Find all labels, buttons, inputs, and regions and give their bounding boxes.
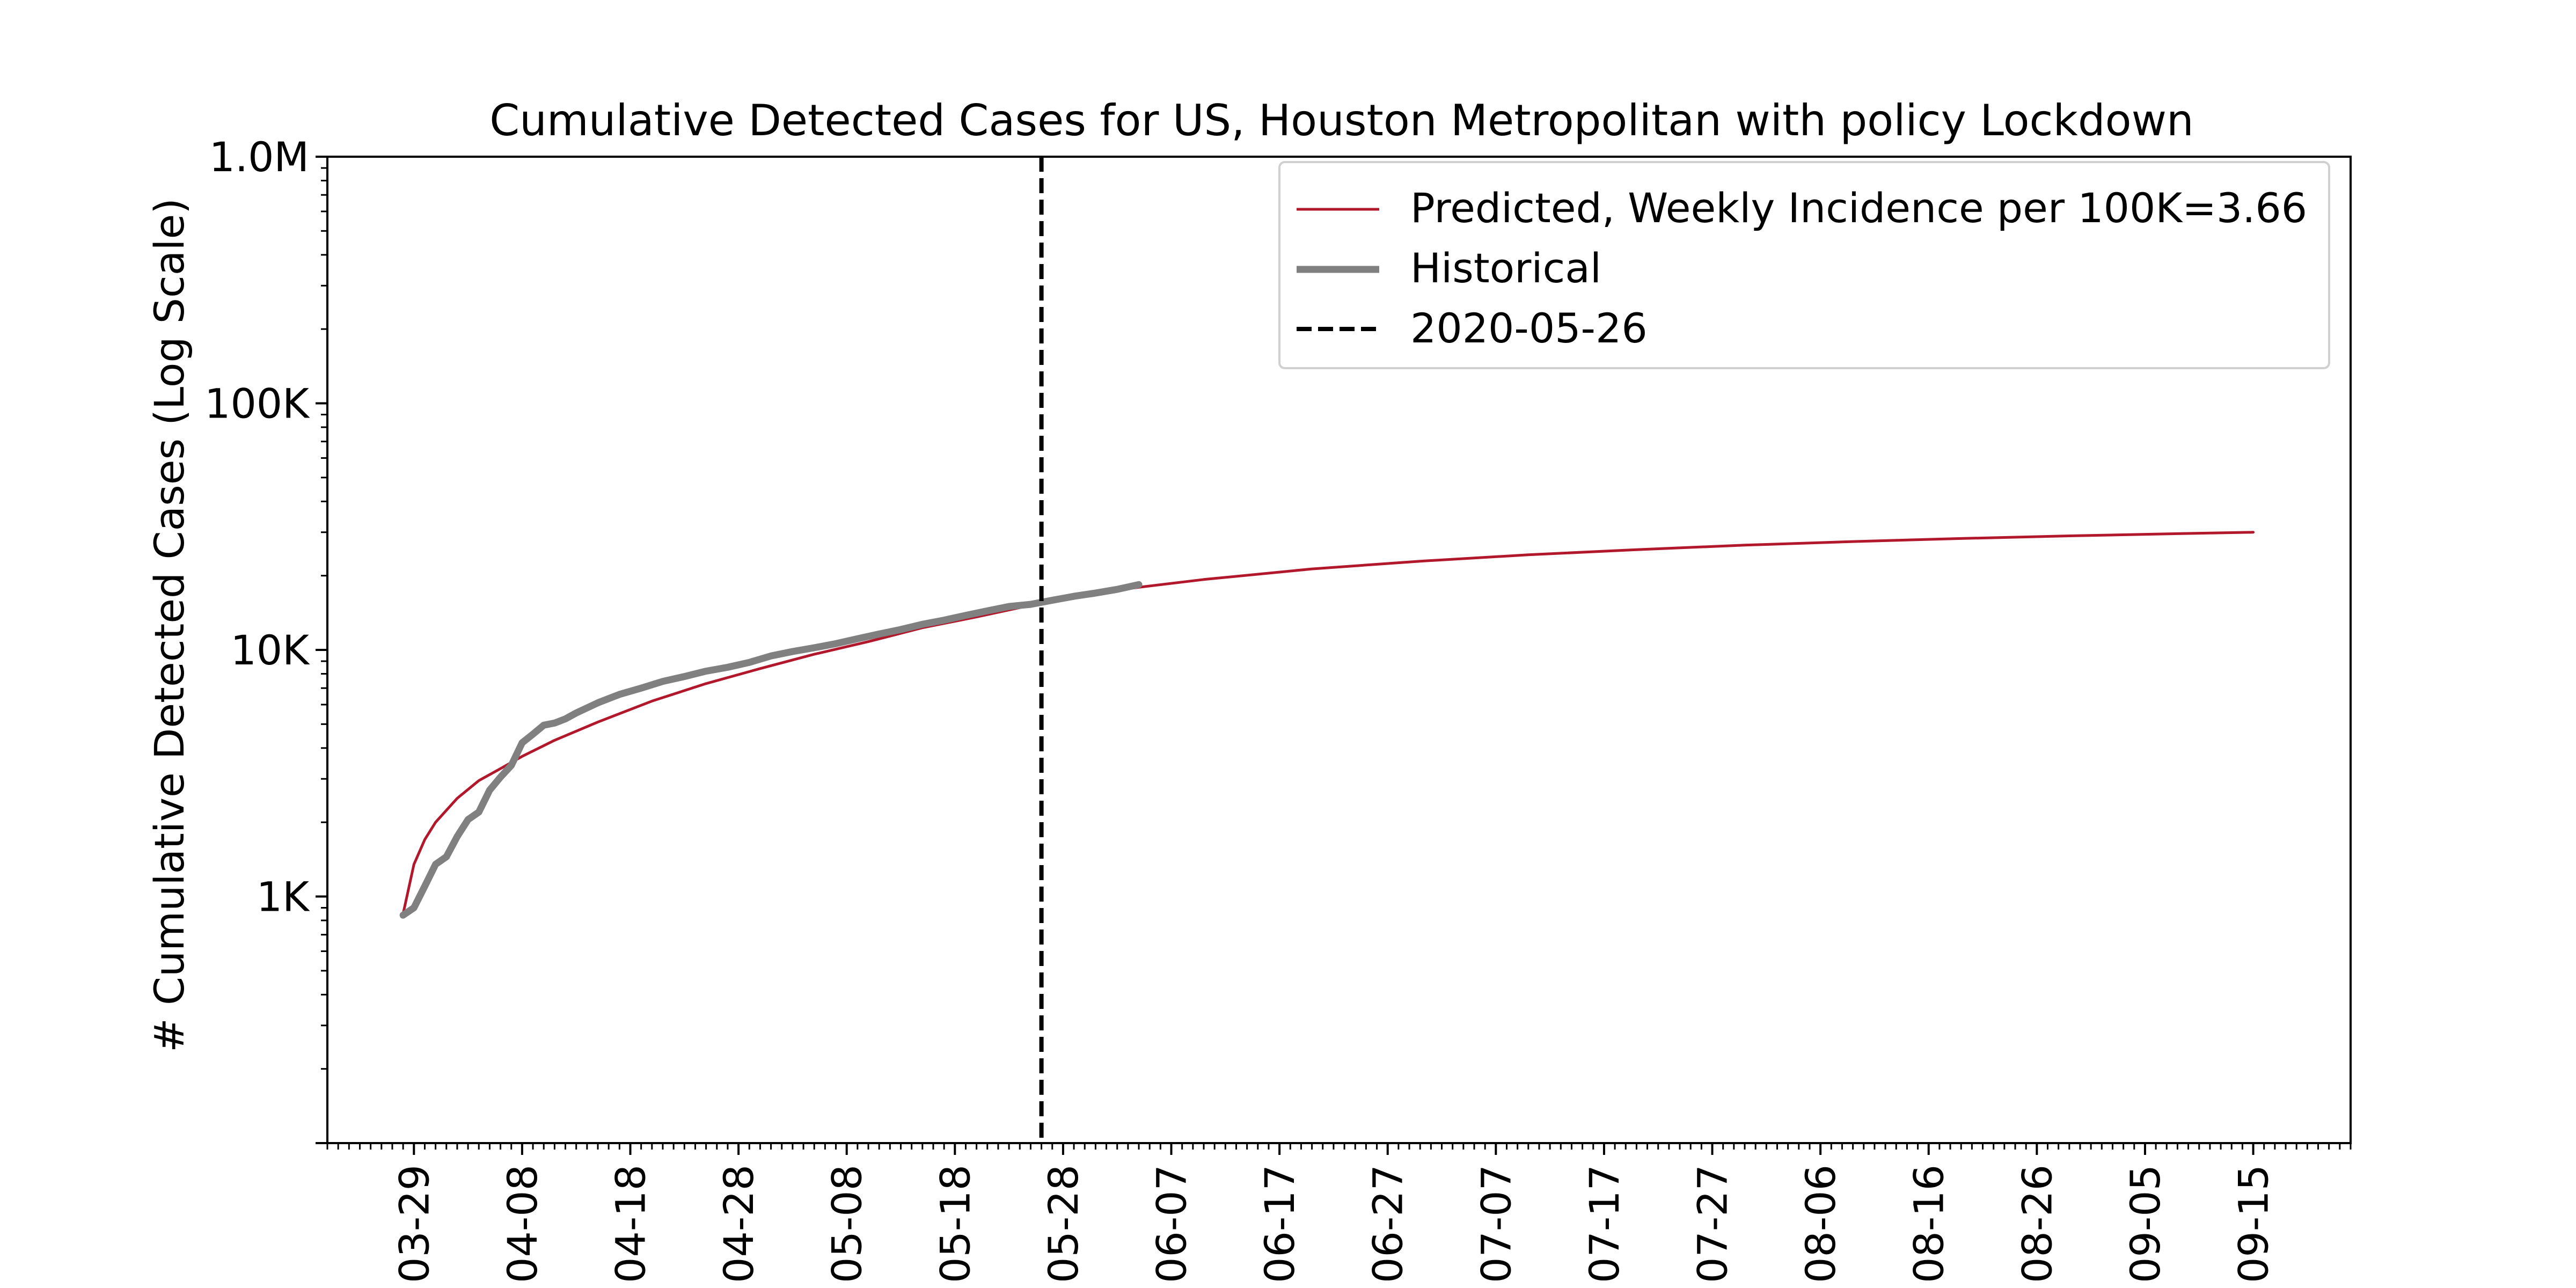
legend-label-vline: 2020-05-26 (1410, 304, 1648, 352)
x-tick-label: 09-15 (2230, 1165, 2278, 1283)
y-axis-label: # Cumulative Detected Cases (Log Scale) (145, 198, 193, 1052)
x-tick-label: 07-17 (1580, 1165, 1628, 1283)
series-line-historical (399, 581, 1143, 919)
y-tick-label: 100K (204, 380, 310, 428)
legend-label-predicted: Predicted, Weekly Incidence per 100K=3.6… (1410, 184, 2307, 232)
plot-area (399, 157, 2255, 1143)
legend: Predicted, Weekly Incidence per 100K=3.6… (1278, 161, 2330, 369)
x-tick-label: 05-28 (1040, 1165, 1087, 1283)
y-tick-label: 1.0M (209, 133, 309, 181)
x-tick-label: 05-08 (823, 1165, 871, 1283)
legend-box (1278, 161, 2330, 369)
y-tick-label: 1K (257, 873, 310, 921)
x-tick-label: 04-08 (499, 1165, 546, 1283)
chart-title: Cumulative Detected Cases for US, Housto… (489, 96, 2193, 145)
x-tick-label: 07-27 (1689, 1165, 1737, 1283)
x-tick-label: 08-16 (1905, 1165, 1953, 1283)
x-tick-label: 08-26 (2013, 1165, 2061, 1283)
axes: 1K 10K 100K 1.0M 03-29 04-08 04-18 04-28 05-08 05… (204, 133, 2352, 1283)
legend-label-historical: Historical (1410, 244, 1601, 292)
x-tick-label: 04-18 (607, 1165, 655, 1283)
x-tick-label: 06-07 (1148, 1165, 1196, 1283)
x-tick-label: 09-05 (2121, 1165, 2169, 1283)
x-tick-label: 03-29 (390, 1165, 438, 1283)
x-tick-label: 05-18 (931, 1165, 979, 1283)
y-tick-label: 10K (230, 626, 310, 674)
series-line-predicted (401, 531, 2255, 916)
x-tick-label: 06-17 (1256, 1165, 1304, 1283)
x-tick-label: 07-07 (1472, 1165, 1520, 1283)
x-tick-label: 06-27 (1364, 1165, 1412, 1283)
x-tick-label: 08-06 (1797, 1165, 1845, 1283)
x-tick-label: 04-28 (715, 1165, 763, 1283)
